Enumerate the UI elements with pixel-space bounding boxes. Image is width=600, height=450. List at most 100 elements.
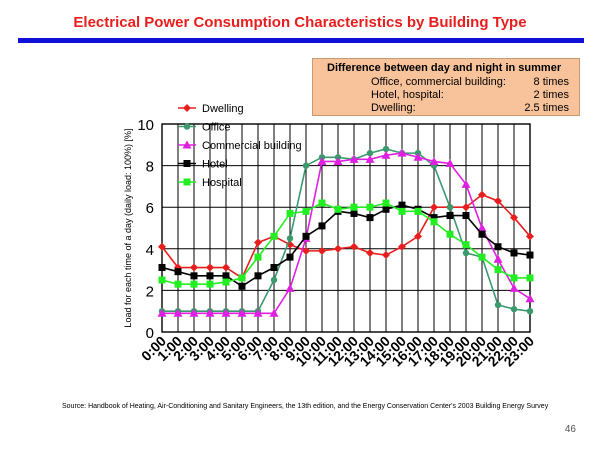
data-point-commercial-building [381, 150, 391, 159]
data-point-dwelling [398, 242, 406, 251]
data-point-hospital [254, 253, 262, 261]
note-row: Hotel, hospital: 2 times [313, 89, 579, 102]
legend-label: Hospital [202, 177, 242, 189]
series-line-commercial-building [162, 152, 531, 315]
data-point-dwelling [414, 232, 422, 241]
data-point-dwelling [190, 263, 198, 272]
y-tick-label: 10 [137, 117, 154, 134]
data-point-commercial-building [253, 308, 263, 317]
data-point-hotel [366, 214, 374, 222]
series-line-hotel [161, 204, 531, 288]
data-point-commercial-building [189, 308, 199, 317]
note-row-label: Hotel, hospital: [371, 89, 444, 101]
data-point-commercial-building [317, 156, 327, 165]
data-point-hospital [286, 209, 294, 217]
page-number: 46 [564, 424, 576, 435]
y-axis-label: Load for each time of a day (daily load:… [123, 128, 133, 327]
note-heading: Difference between day and night in summ… [327, 62, 562, 74]
data-point-commercial-building [461, 179, 471, 188]
note-row-value: 2.5 times [524, 102, 569, 114]
data-point-hospital [206, 280, 214, 288]
series-line-office [162, 148, 531, 313]
legend-label: Dwelling [202, 103, 244, 115]
data-point-hotel [254, 272, 262, 280]
data-point-hospital [510, 274, 518, 282]
data-point-hotel [270, 264, 278, 272]
data-point-office [462, 249, 470, 257]
data-point-hotel [398, 201, 406, 209]
data-point-hotel [494, 243, 502, 251]
data-point-commercial-building [205, 308, 215, 317]
data-point-hospital [366, 203, 374, 211]
data-point-hospital [462, 241, 470, 249]
data-point-hospital [334, 205, 342, 213]
data-point-dwelling [334, 244, 342, 253]
data-point-hotel [286, 253, 294, 261]
data-point-dwelling [222, 263, 230, 272]
data-point-hospital [174, 280, 182, 288]
data-point-hotel [430, 214, 438, 222]
data-point-dwelling [430, 203, 438, 212]
data-point-dwelling [510, 213, 518, 222]
data-point-hospital [318, 199, 326, 207]
plot-area [161, 123, 531, 333]
data-point-hotel [238, 282, 246, 290]
data-point-commercial-building [445, 159, 455, 168]
data-point-commercial-building [477, 223, 487, 232]
data-point-hospital [446, 230, 454, 238]
data-point-office [526, 308, 534, 315]
data-point-office [270, 276, 278, 284]
data-point-dwelling [350, 242, 358, 251]
data-point-commercial-building [237, 308, 247, 317]
legend-label: Commercial building [202, 140, 302, 152]
data-point-hotel [206, 272, 214, 280]
legend-marker-hospital [183, 178, 191, 186]
data-point-hospital [302, 207, 310, 215]
data-point-office [366, 149, 374, 157]
legend-marker-dwelling [183, 104, 191, 112]
data-point-dwelling [382, 251, 390, 260]
data-point-dwelling [494, 196, 502, 205]
data-point-hospital [526, 274, 534, 282]
y-tick-label: 0 [146, 325, 154, 342]
legend-marker-hotel [183, 160, 191, 167]
y-tick-label: 8 [146, 159, 154, 176]
data-point-dwelling [462, 203, 470, 212]
data-point-hotel [478, 230, 486, 238]
note-row-value: 2 times [533, 89, 569, 101]
data-point-office [510, 305, 518, 313]
data-point-hospital [190, 280, 198, 288]
data-point-dwelling [302, 246, 310, 255]
data-point-hospital [382, 199, 390, 207]
note-row: Office, commercial building: 8 times [313, 76, 579, 89]
data-point-commercial-building [349, 154, 359, 163]
source-citation: Source: Handbook of Heating, Air-Conditi… [62, 403, 549, 410]
data-point-office [286, 235, 294, 242]
data-point-hospital [430, 218, 438, 226]
data-point-commercial-building [509, 283, 519, 292]
data-point-dwelling [478, 190, 486, 199]
data-point-hotel [526, 251, 534, 259]
data-point-dwelling [366, 248, 374, 257]
data-point-hospital [222, 278, 230, 286]
legend-label: Hotel [202, 159, 228, 171]
data-point-hotel [302, 232, 310, 240]
title-underline [18, 38, 584, 43]
data-point-commercial-building [493, 254, 503, 263]
data-point-office [446, 204, 454, 211]
y-tick-label: 6 [146, 200, 154, 217]
data-point-commercial-building [173, 308, 183, 317]
data-point-dwelling [526, 232, 534, 241]
data-point-hospital [478, 253, 486, 261]
data-point-hotel [174, 268, 182, 276]
y-tick-label: 4 [146, 242, 154, 259]
data-point-dwelling [206, 263, 214, 272]
data-point-office [382, 145, 390, 153]
legend-marker-commercial-building [182, 140, 192, 149]
data-point-commercial-building [365, 154, 375, 163]
data-point-hotel [158, 264, 166, 272]
data-point-hotel [446, 212, 454, 220]
data-point-hospital [398, 207, 406, 215]
data-point-hotel [350, 209, 358, 217]
data-point-commercial-building [221, 308, 231, 317]
